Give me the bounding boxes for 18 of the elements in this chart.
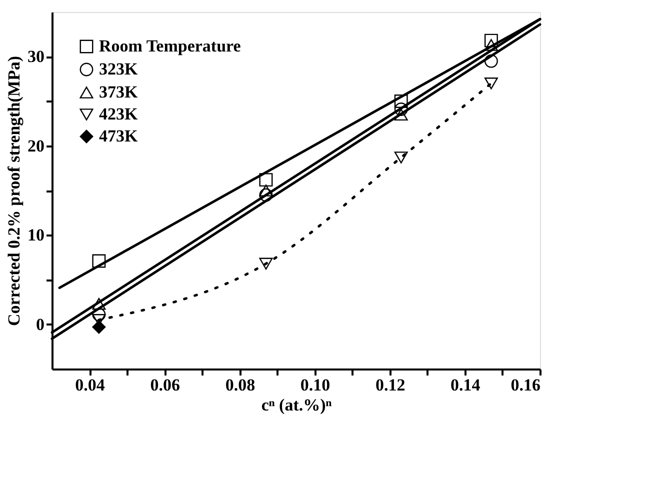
x-tick-label: 0.04	[75, 376, 106, 394]
y-tick-label: 10	[28, 226, 44, 245]
x-tick-label: 0.10	[300, 376, 330, 394]
y-tick-label: 0	[36, 314, 44, 334]
y-tick-label: 20	[28, 136, 44, 156]
legend-label: 373K	[99, 82, 138, 102]
x-tick-label: 0.08	[225, 376, 256, 394]
x-tick-label: 0.06	[150, 376, 180, 394]
x-tick-label: 0.12	[375, 376, 406, 394]
legend-label: 473K	[99, 126, 138, 146]
y-tick-label: 30	[28, 47, 44, 66]
legend-label: Room Temperature	[99, 36, 242, 56]
x-tick-label: 0.14	[450, 376, 481, 394]
legend-label: 423K	[99, 104, 138, 124]
x-axis-title: cⁿ (at.%)ⁿ	[261, 396, 332, 414]
legend-label: 323K	[99, 60, 138, 78]
y-axis-title: Corrected 0.2% proof strength(MPa)	[4, 56, 24, 326]
x-tick-label: 0.16	[510, 376, 540, 394]
